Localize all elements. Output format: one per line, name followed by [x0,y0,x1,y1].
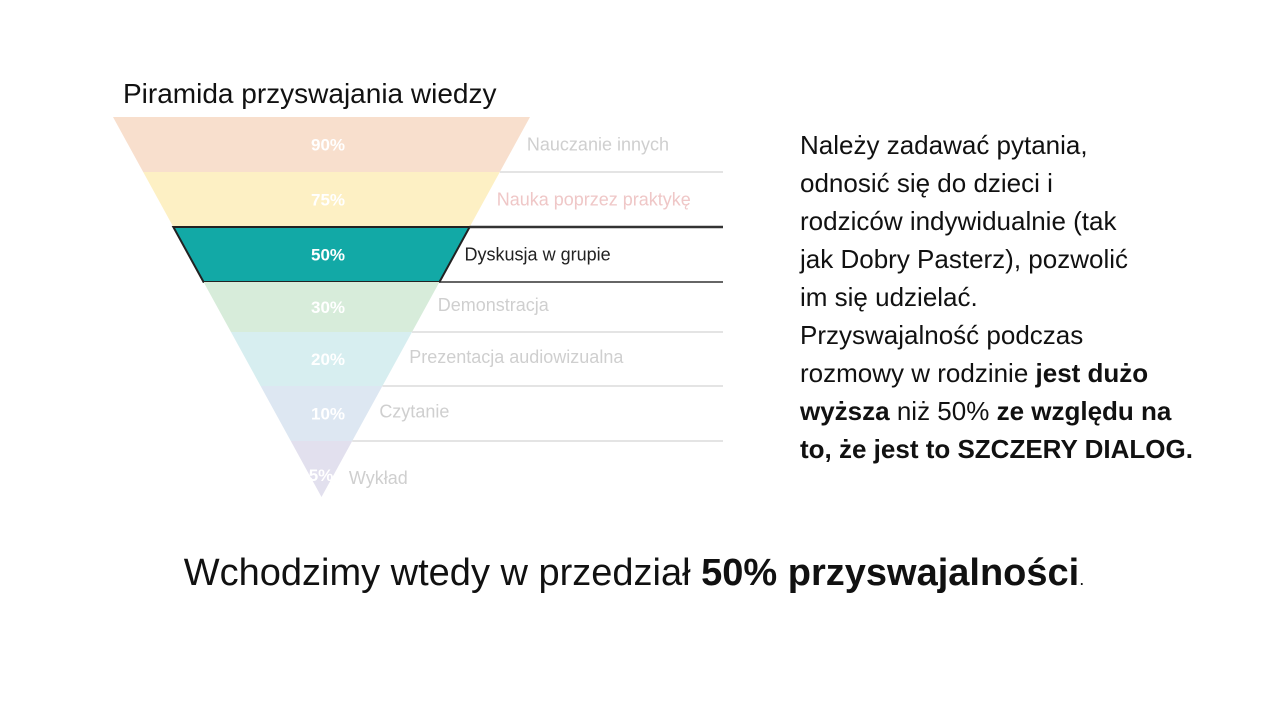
body-line: Przyswajalność podczas [800,320,1084,350]
pyramid-title: Piramida przyswajania wiedzy [123,78,497,109]
level-percent: 20% [311,350,345,369]
level-percent: 10% [311,405,345,424]
level-label: Czytanie [379,402,449,422]
body-text: Należy zadawać pytania, odnosić się do d… [800,126,1240,468]
level-percent: 5% [309,466,334,485]
learning-pyramid-diagram: 90% Nauczanie innych 75% Nauka poprzez prak… [113,117,723,497]
pyramid-level [203,282,440,332]
body-line: im się udzielać. [800,282,978,312]
level-label: Wykład [349,468,408,488]
level-percent: 90% [311,136,345,155]
level-label: Dyskusja w grupie [465,245,611,265]
conclusion-text: Wchodzimy wtedy w przedział 50% przyswaj… [0,552,1268,595]
body-emphasis: ze względu na [996,396,1172,426]
body-line: Należy zadawać pytania, [800,130,1088,160]
pyramid-level [260,386,383,441]
pyramid-level [230,332,413,386]
body-line: jak Dobry Pasterz), pozwolić [800,244,1128,274]
body-emphasis: wyższa [800,396,890,426]
body-text-run: rozmowy w rodzinie [800,358,1036,388]
body-line: rodziców indywidualnie (tak [800,206,1117,236]
pyramid-level [143,172,500,227]
body-line: to, że jest to SZCZERY DIALOG. [800,430,1240,468]
pyramid-level [113,117,530,172]
body-line: odnosić się do dzieci i [800,168,1053,198]
body-text-run: niż 50% [889,396,997,426]
level-label: Demonstracja [438,295,550,315]
body-line: wyższa niż 50% ze względu na [800,392,1240,430]
body-emphasis: jest dużo [1035,358,1149,388]
conclusion-period: . [1079,569,1085,589]
conclusion-run: Wchodzimy wtedy w przedział [183,552,702,594]
level-label: Nauka poprzez praktykę [497,190,691,210]
level-percent: 75% [311,191,345,210]
pyramid-level [290,441,353,497]
body-emphasis: to, że jest to SZCZERY DIALOG. [800,434,1193,464]
level-percent: 50% [311,246,345,265]
level-label: Prezentacja audiowizualna [409,347,624,367]
conclusion-emphasis: 50% przyswajalności [701,552,1080,594]
level-label: Nauczanie innych [527,135,669,155]
body-line: rozmowy w rodzinie jest dużo [800,354,1240,392]
level-percent: 30% [311,298,345,317]
